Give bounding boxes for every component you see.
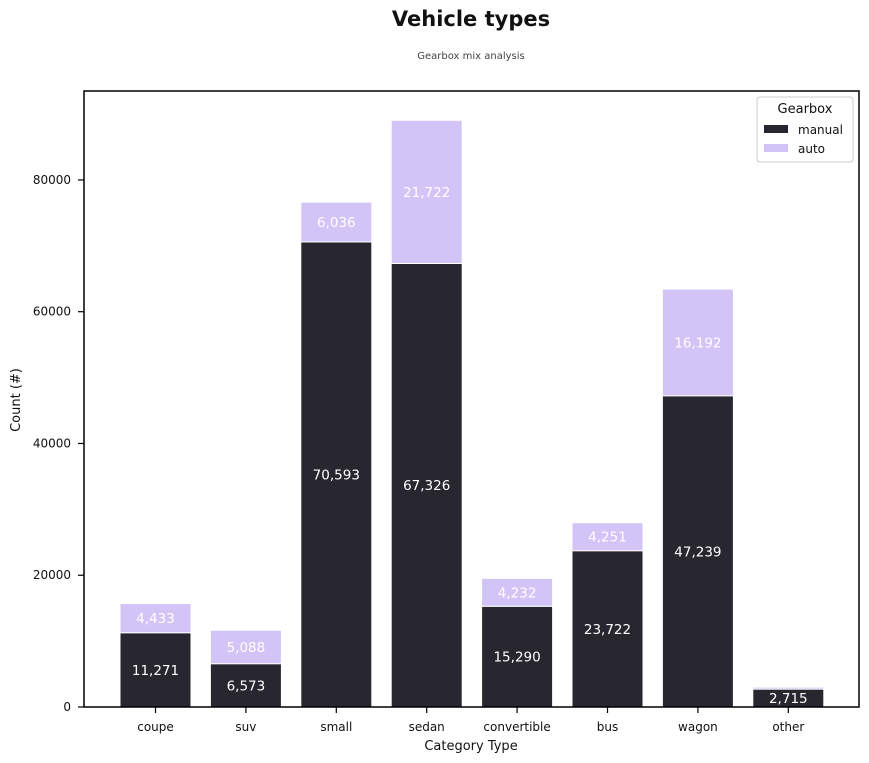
bar-manual-wagon [661,395,734,708]
bar-manual-coupe [119,632,192,708]
bar-labels-layer: 11,271 4,433 6,573 5,088 70,593 6,036 67,326 21… [132,185,808,707]
data-label-manual-bus: 23,722 [584,622,631,638]
bar-manual-bus [571,550,644,708]
bar-auto-suv [209,629,282,665]
data-label-auto-small: 6,036 [317,215,356,231]
plot-frame [83,90,860,708]
bar-auto-small [300,201,373,243]
bar-auto-convertible [481,577,554,607]
x-tick-label-sedan: sedan [409,720,445,734]
data-label-manual-sedan: 67,326 [403,478,450,494]
x-tick-label-small: small [320,720,352,734]
legend: Gearbox manual auto [756,96,854,163]
y-tick-label: 0 [63,700,71,714]
bar-auto-coupe [119,603,192,634]
data-label-manual-other: 2,715 [769,691,808,707]
x-axis: coupe suv small sedan convertible bus wagon oth… [137,707,804,734]
chart-title: Vehicle types [392,7,550,31]
x-tick-label-bus: bus [597,720,618,734]
data-label-manual-coupe: 11,271 [132,663,179,679]
y-axis-label: Count (#) [9,368,24,432]
bar-manual-small [300,241,373,708]
legend-label-auto: auto [798,142,825,156]
x-tick-label-wagon: wagon [678,720,718,734]
bars-layer [119,119,825,708]
x-axis-label: Category Type [424,739,517,754]
y-tick-label: 40000 [33,436,71,450]
y-axis: 0 20000 40000 60000 80000 [33,173,84,714]
data-label-manual-small: 70,593 [313,467,360,483]
legend-swatch-manual [764,125,788,133]
bar-auto-other [752,686,825,690]
x-tick-label-convertible: convertible [483,720,550,734]
x-tick-label-other: other [772,720,804,734]
x-tick-label-suv: suv [235,720,256,734]
data-label-auto-wagon: 16,192 [674,335,721,351]
data-label-auto-sedan: 21,722 [403,185,450,201]
data-label-auto-coupe: 4,433 [136,611,175,627]
chart-subtitle: Gearbox mix analysis [417,51,525,62]
data-label-manual-wagon: 47,239 [674,544,721,560]
y-tick-label: 20000 [33,568,71,582]
legend-swatch-auto [764,144,788,152]
data-label-auto-bus: 4,251 [588,530,627,546]
y-tick-label: 60000 [33,305,71,319]
data-label-auto-convertible: 4,232 [498,585,537,601]
data-label-manual-convertible: 15,290 [493,650,540,666]
data-label-auto-suv: 5,088 [227,640,266,656]
data-label-manual-suv: 6,573 [227,678,266,694]
bar-auto-wagon [661,288,734,397]
x-tick-label-coupe: coupe [137,720,174,734]
bar-auto-sedan [390,119,463,264]
legend-title: Gearbox [778,102,833,117]
y-tick-label: 80000 [33,173,71,187]
legend-label-manual: manual [798,123,843,137]
bar-auto-bus [571,522,644,552]
